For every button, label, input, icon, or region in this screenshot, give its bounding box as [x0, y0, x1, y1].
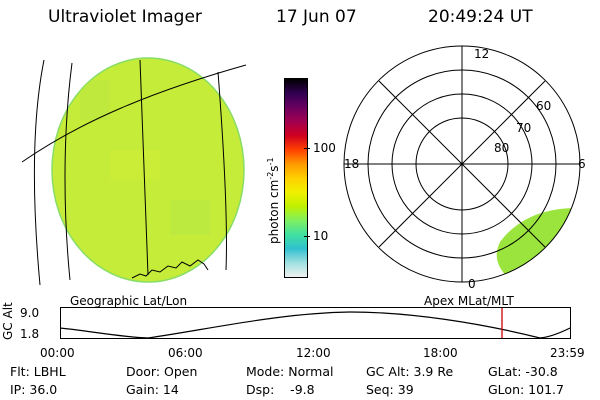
- mlt-6-label: 6: [578, 157, 586, 171]
- ip-status: IP: 36.0: [10, 382, 58, 397]
- altitude-timeline: [60, 307, 571, 339]
- altitude-curve: [60, 311, 571, 339]
- geographic-image: [21, 57, 247, 286]
- timeline-frame: [60, 307, 571, 339]
- time-tick-1800: 18:00: [423, 346, 458, 360]
- mode-status: Mode: Normal: [246, 364, 334, 379]
- mlt-18-label: 18: [344, 157, 359, 171]
- time-label: 20:49:24 UT: [428, 7, 533, 27]
- tick-mark: [304, 148, 310, 149]
- gain-status: Gain: 14: [126, 382, 179, 397]
- polar-diagonal: [378, 80, 546, 248]
- coastline: [131, 259, 209, 279]
- time-tick-2359: 23:59: [550, 346, 585, 360]
- glon-status: GLon: 101.7: [488, 382, 564, 397]
- mlat-60-label: 60: [536, 99, 551, 113]
- aurora-oval: [496, 207, 580, 279]
- timeline-y-min: 1.8: [20, 327, 40, 341]
- timeline-y-title: GC Alt: [1, 302, 15, 340]
- mlt-12-label: 12: [474, 47, 489, 61]
- color-scale-bar: [284, 78, 308, 278]
- time-tick-0000: 00:00: [40, 346, 75, 360]
- app-title: Ultraviolet Imager: [48, 7, 202, 27]
- latitude-line: [21, 64, 247, 163]
- time-tick-0600: 06:00: [168, 346, 203, 360]
- dsp-status: Dsp: -9.8: [246, 382, 315, 397]
- mlt-0-label: 0: [468, 277, 476, 291]
- tick-mark: [304, 236, 310, 237]
- seq-status: Seq: 39: [366, 382, 414, 397]
- colorbar-tick-100: 100: [313, 141, 336, 155]
- timeline-y-max: 9.0: [20, 306, 40, 320]
- geographic-label: Geographic Lat/Lon: [70, 294, 188, 308]
- polar-plot: 12 18 6 0 60 70 80: [343, 45, 586, 291]
- mlat-80-label: 80: [494, 141, 509, 155]
- longitude-line: [217, 71, 228, 271]
- mlat-70-label: 70: [516, 121, 531, 135]
- disk-noise: [80, 80, 210, 235]
- door-status: Door: Open: [126, 364, 198, 379]
- lat-lon-grid: [21, 59, 247, 286]
- longitude-line: [139, 59, 149, 276]
- colorbar-unit-label: photon cm-2s-1: [266, 157, 281, 244]
- date-label: 17 Jun 07: [276, 7, 357, 27]
- filter-status: Flt: LBHL: [10, 364, 66, 379]
- longitude-line: [34, 59, 45, 286]
- apex-label: Apex MLat/MLT: [424, 294, 514, 308]
- gc-alt-status: GC Alt: 3.9 Re: [366, 364, 454, 379]
- colorbar-tick-10: 10: [313, 229, 329, 243]
- longitude-line: [64, 62, 73, 281]
- glat-status: GLat: -30.8: [488, 364, 558, 379]
- time-tick-1200: 12:00: [296, 346, 331, 360]
